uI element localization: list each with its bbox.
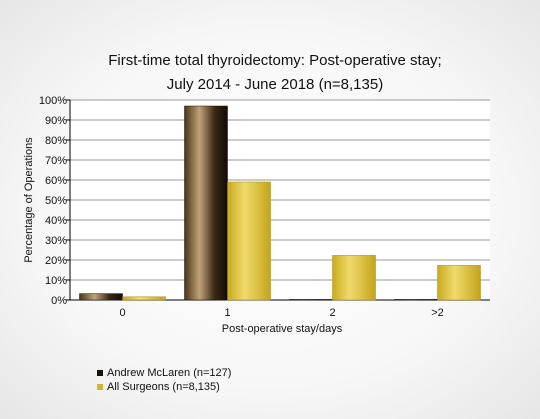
- legend: Andrew McLaren (n=127) All Surgeons (n=8…: [97, 366, 231, 394]
- y-tick-label-1: 10%: [45, 275, 67, 287]
- plot-area: 0% 10% 20% 30% 40% 50% 60% 70% 80% 90% 100% 0 1 2 >2: [39, 95, 490, 319]
- y-tick-label-9: 90%: [45, 115, 67, 127]
- legend-item-andrew-mclaren: Andrew McLaren (n=127): [97, 366, 231, 380]
- y-tick-label-10: 100%: [39, 95, 67, 107]
- x-tick-label-0: 0: [119, 307, 125, 319]
- x-tick-label-3: >2: [431, 307, 444, 319]
- legend-label-all-surgeons: All Surgeons (n=8,135): [107, 381, 220, 393]
- chart-title-line-1: First-time total thyroidectomy: Post-ope…: [108, 52, 441, 69]
- bar-all-surgeons-2: [332, 255, 376, 301]
- chart-title-line-2: July 2014 - June 2018 (n=8,135): [167, 76, 383, 93]
- legend-swatch-andrew-mclaren: [97, 370, 103, 376]
- y-tick-label-6: 60%: [45, 175, 67, 187]
- legend-label-andrew-mclaren: Andrew McLaren (n=127): [107, 367, 232, 379]
- x-tick-label-2: 2: [329, 307, 335, 319]
- y-tick-label-0: 0%: [51, 295, 67, 307]
- bar-andrew-mclaren-2: [289, 299, 333, 301]
- y-tick-label-4: 40%: [45, 215, 67, 227]
- y-tick-label-7: 70%: [45, 155, 67, 167]
- legend-item-all-surgeons: All Surgeons (n=8,135): [97, 380, 231, 394]
- y-tick-label-2: 20%: [45, 255, 67, 267]
- y-tick-label-3: 30%: [45, 235, 67, 247]
- y-tick-label-5: 50%: [45, 195, 67, 207]
- y-tick-label-8: 80%: [45, 135, 67, 147]
- bar-all-surgeons-0: [122, 296, 166, 301]
- bar-all-surgeons-1: [227, 181, 271, 301]
- legend-swatch-all-surgeons: [97, 384, 103, 390]
- bar-all-surgeons-3: [437, 265, 481, 301]
- x-axis-label: Post-operative stay/days: [222, 323, 343, 335]
- bar-andrew-mclaren-1: [184, 105, 228, 301]
- bar-andrew-mclaren-0: [79, 293, 123, 301]
- bar-andrew-mclaren-3: [394, 299, 438, 301]
- x-tick-label-1: 1: [224, 307, 230, 319]
- y-axis-label: Percentage of Operations: [23, 137, 35, 263]
